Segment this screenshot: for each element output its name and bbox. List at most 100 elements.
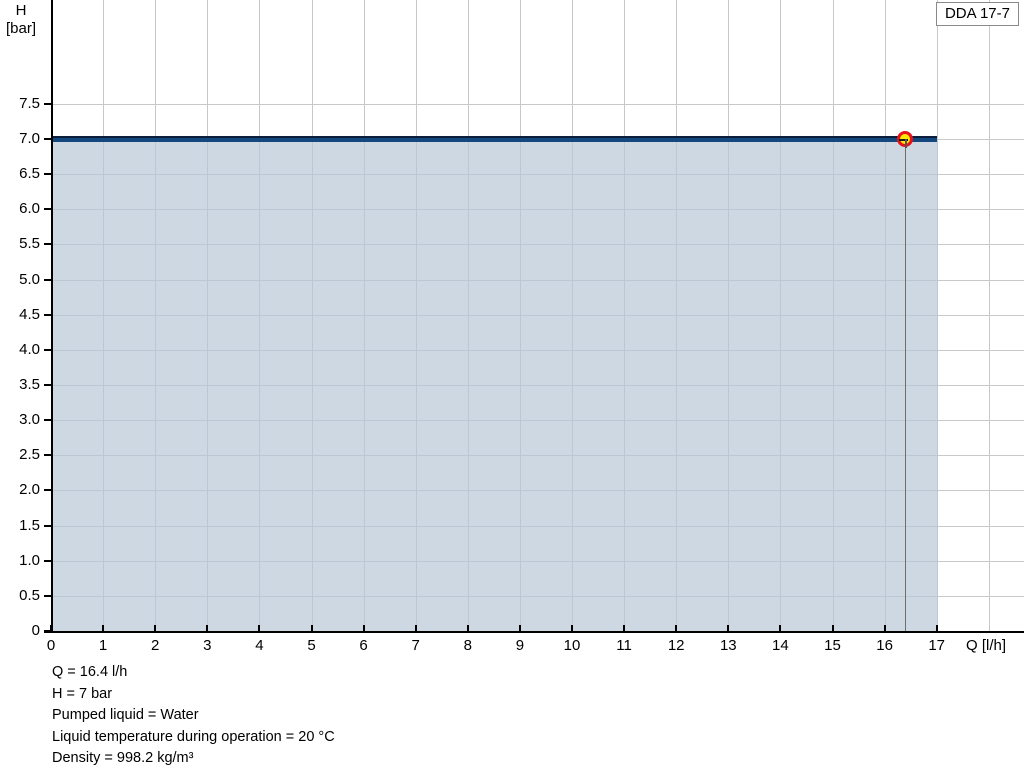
x-axis-tick [831,625,834,633]
y-axis-tick-label: 5.0 [19,270,40,288]
gridline-horizontal [51,209,937,211]
gridline-horizontal [51,560,937,562]
x-axis-tick [362,625,365,633]
y-axis-tick-label: 0.5 [19,586,40,604]
x-axis-tick-label: 2 [151,637,160,654]
y-axis-tick-label: 4.5 [19,305,40,323]
x-axis-title: Q [l/h] [966,637,1007,654]
gridline-horizontal [51,420,937,422]
x-axis-tick [571,625,573,633]
gridline-horizontal [51,525,937,527]
y-axis-tick-label: 2.5 [19,446,40,464]
y-axis-tick [44,630,52,632]
y-axis-tick [44,419,52,422]
y-axis-tick-label: 3.5 [19,375,40,393]
y-axis-line [51,0,53,632]
x-axis-tick-label: 8 [463,637,472,654]
x-axis-tick-label: 14 [772,637,789,654]
x-axis-line [44,631,1024,633]
y-axis-tick-label: 0 [31,622,40,639]
y-axis-tick [44,243,52,246]
x-axis-tick-label: 9 [515,637,525,654]
x-axis-tick [50,625,52,633]
operating-condition-line: Q = 16.4 l/h [52,664,128,680]
duty-marker-crosshair-vertical [905,138,908,148]
gridline-horizontal [51,490,937,492]
y-axis-tick [44,559,52,562]
legend-label: DDA 17-7 [944,5,1010,22]
x-axis-tick-label: 10 [563,637,581,654]
x-axis-tick-label: 3 [203,637,212,654]
y-axis-tick [44,173,52,176]
y-axis-tick [44,137,52,140]
y-axis-tick [44,313,52,316]
x-axis-tick [310,625,313,633]
y-axis-tick-label: 1.5 [19,516,40,534]
operating-condition-line: Pumped liquid = Water [52,707,199,723]
y-axis-title-symbol: H [15,2,27,19]
x-axis-tick [102,625,105,633]
x-axis-tick-label: 1 [98,637,108,654]
gridline-horizontal [51,384,937,386]
x-axis-tick-label: 7 [411,637,420,654]
operating-condition-line: H = 7 bar [52,685,113,702]
x-axis-tick-label: 5 [307,637,316,654]
operating-conditions-notes: Q = 16.4 l/h H = 7 bar Pumped liquid = Wat… [52,662,335,770]
gridline-horizontal [51,279,937,281]
y-axis-tick [44,383,52,386]
x-axis-tick-label: 17 [928,637,946,654]
x-axis-tick [258,625,261,633]
y-axis-tick [44,489,52,492]
x-axis-tick-label: 0 [46,637,56,654]
y-axis-tick-label: 7.0 [19,129,40,147]
y-axis-tick [44,278,52,281]
y-axis-tick-label: 4.0 [19,340,40,358]
x-axis-tick-label: 4 [255,637,264,654]
y-axis-tick [44,594,52,597]
x-axis-tick-label: 13 [719,637,737,654]
y-axis-tick-label: 5.5 [19,235,40,253]
y-axis-tick-label: 6.0 [19,200,40,218]
duty-marker-crosshair-horizontal [899,138,909,141]
x-axis-tick-label: 12 [667,637,685,654]
legend-box: DDA 17-7 [935,2,1019,26]
duty-point-marker[interactable] [897,130,914,148]
x-axis-tick-label: 11 [616,637,632,654]
gridline-horizontal [51,314,937,316]
y-axis-tick [44,102,52,105]
y-axis-tick [44,524,52,527]
x-axis-tick-label: 15 [824,637,841,654]
y-axis-tick [44,348,52,351]
x-axis-tick [779,625,782,633]
x-axis-tick [675,625,678,633]
y-axis-tick-label: 2.0 [19,481,40,499]
x-axis-tick [935,625,938,633]
x-axis-tick-label: 16 [876,637,893,654]
gridline-horizontal [51,455,937,457]
operating-condition-line: Liquid temperature during operation = 20… [52,728,335,745]
x-axis-tick [883,625,886,633]
gridline-horizontal [51,595,937,597]
plot-area [51,0,1024,631]
gridline-vertical [936,138,938,631]
x-axis-tick [518,625,521,633]
pump-curve-line [51,135,937,142]
gridline-horizontal [51,174,937,176]
y-axis-tick-label: 3.0 [19,411,40,429]
y-axis-tick-label: 1.0 [19,551,40,569]
y-axis-tick-label: 7.5 [19,94,40,112]
x-axis-tick [414,625,417,633]
x-axis-tick [466,625,469,633]
gridline-horizontal [51,349,937,351]
y-axis-title-unit: [bar] [5,20,36,37]
operating-condition-line: Density = 998.2 kg/m³ [52,750,194,766]
x-axis-tick [154,625,157,633]
x-axis-tick [623,625,626,633]
x-axis-tick [206,625,209,633]
gridline-horizontal [51,103,1024,105]
x-axis-tick [727,625,730,633]
y-axis-tick [44,208,52,211]
duty-point-dropline [905,138,907,631]
gridline-horizontal [51,244,937,246]
